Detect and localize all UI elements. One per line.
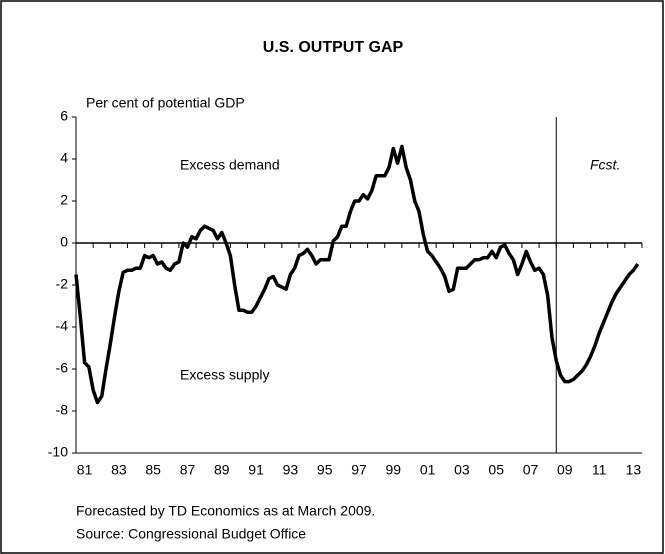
x-tick-label: 93 — [283, 462, 299, 478]
y-tick-label: -10 — [48, 444, 68, 460]
x-tick-label: 99 — [386, 462, 402, 478]
x-tick-label: 85 — [145, 462, 161, 478]
y-tick-label: 4 — [60, 150, 68, 166]
x-tick-label: 03 — [454, 462, 470, 478]
x-tick-label: 07 — [523, 462, 539, 478]
x-tick-label: 01 — [420, 462, 436, 478]
annotation: Excess supply — [180, 367, 269, 383]
y-tick-label: -8 — [56, 402, 69, 418]
x-tick-label: 91 — [248, 462, 264, 478]
y-tick-label: -2 — [56, 276, 69, 292]
x-tick-label: 05 — [488, 462, 504, 478]
x-tick-label: 87 — [180, 462, 196, 478]
x-tick-label: 97 — [351, 462, 367, 478]
x-tick-label: 89 — [214, 462, 230, 478]
x-tick-label: 13 — [626, 462, 642, 478]
x-tick-label: 83 — [111, 462, 127, 478]
note: Source: Congressional Budget Office — [76, 526, 306, 542]
y-tick-label: -4 — [56, 318, 69, 334]
y-tick-label: 6 — [60, 108, 68, 124]
y-tick-label: 2 — [60, 192, 68, 208]
y-tick-label: 0 — [60, 234, 68, 250]
chart-title: U.S. OUTPUT GAP — [263, 39, 404, 56]
annotation: Fcst. — [590, 157, 620, 173]
x-tick-label: 11 — [592, 462, 607, 478]
x-tick-label: 81 — [77, 462, 93, 478]
y-axis-label: Per cent of potential GDP — [86, 95, 245, 111]
data-line — [74, 144, 640, 405]
x-tick-label: 95 — [317, 462, 333, 478]
note: Forecasted by TD Economics as at March 2… — [76, 503, 375, 519]
annotation: Excess demand — [180, 157, 280, 173]
y-tick-label: -6 — [56, 360, 69, 376]
x-tick-label: 09 — [557, 462, 573, 478]
